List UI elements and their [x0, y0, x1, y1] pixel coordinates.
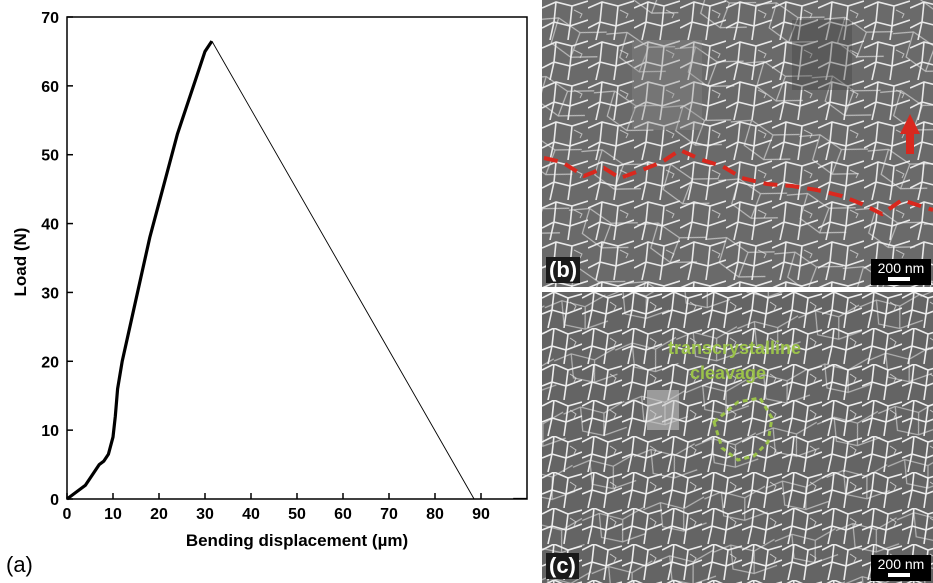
- chart-svg: 0 10 20 30 40 50 60 70 80 90 0 10 20 30 40 50 60 70 Bendi…: [6, 10, 528, 577]
- x-tick-label: 40: [242, 506, 260, 523]
- load-displacement-chart: 0 10 20 30 40 50 60 70 80 90 0 10 20 30 40 50 60 70 Bendi…: [6, 10, 528, 577]
- y-tick-label: 0: [50, 492, 59, 509]
- transcrystalline-cleavage-label: transcrystalline cleavage: [668, 336, 802, 386]
- y-tick-label: 50: [41, 148, 59, 165]
- x-tick-label: 20: [150, 506, 168, 523]
- plot-frame: [66, 16, 528, 500]
- scale-bar-line-b: [888, 277, 910, 281]
- x-tick-label: 60: [334, 506, 352, 523]
- series-layer: [66, 40, 527, 501]
- sem-micrograph-b: [542, 0, 933, 287]
- unloading-line: [211, 40, 481, 500]
- x-tick-label: 50: [288, 506, 306, 523]
- y-axis-title: Load (N): [11, 228, 30, 297]
- cleavage-outline: [712, 396, 774, 462]
- scale-bar-label-b: 200 nm: [877, 260, 925, 276]
- arrow-icon: [900, 114, 920, 154]
- y-tick-label: 20: [41, 354, 59, 371]
- scale-bar-c: 200 nm: [871, 555, 931, 581]
- y-tick-label: 70: [41, 10, 59, 27]
- y-tick-label: 40: [41, 217, 59, 234]
- panel-label-a: (a): [6, 552, 33, 577]
- x-axis-title: Bending displacement (µm): [186, 531, 408, 550]
- scale-bar-line-c: [888, 573, 910, 577]
- sem-micrograph-c: [542, 292, 933, 583]
- annotation-line-2: cleavage: [689, 363, 767, 383]
- x-tick-label: 10: [104, 506, 122, 523]
- y-tick-label: 30: [41, 285, 59, 302]
- fracture-path: [543, 147, 933, 217]
- sem-image-c: transcrystalline cleavage (c) 200 nm: [542, 292, 933, 583]
- panel-label-c: (c): [546, 553, 579, 579]
- scale-bar-label-c: 200 nm: [877, 556, 925, 572]
- sem-image-b: (b) 200 nm: [542, 0, 933, 287]
- y-tick-label: 10: [41, 423, 59, 440]
- x-tick-label: 0: [63, 506, 72, 523]
- x-tick-label: 70: [380, 506, 398, 523]
- panel-label-b: (b): [546, 257, 581, 283]
- x-tick-label: 80: [426, 506, 444, 523]
- scale-bar-b: 200 nm: [871, 259, 931, 285]
- x-tick-label: 30: [196, 506, 214, 523]
- x-tick-label: 90: [472, 506, 490, 523]
- y-tick-label: 60: [41, 79, 59, 96]
- ticks-layer: 0 10 20 30 40 50 60 70 80 90 0 10 20 30 40 50 60 70: [41, 10, 490, 523]
- annotation-line-1: transcrystalline: [668, 338, 802, 358]
- loading-curve: [66, 40, 214, 501]
